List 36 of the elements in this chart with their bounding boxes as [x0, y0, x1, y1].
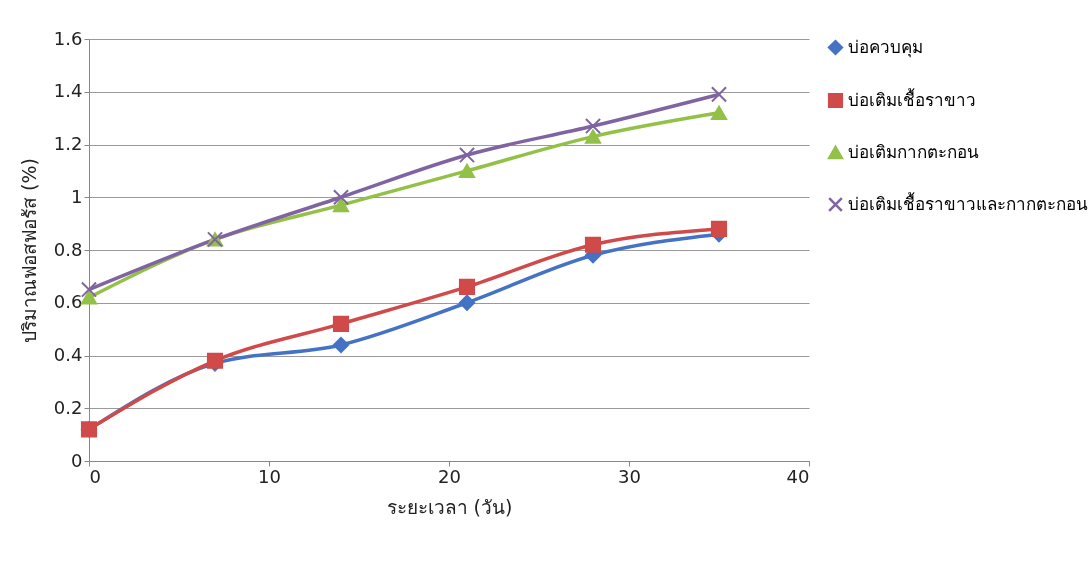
point	[458, 278, 476, 295]
point	[332, 198, 350, 213]
legend-label: บ่อเติมเชื้อราขาว	[848, 87, 976, 110]
y-tick-label: 0.8	[53, 238, 83, 260]
y-tick-label: 1.4	[53, 80, 83, 102]
y-tick-label: 0	[71, 449, 83, 471]
point	[458, 294, 476, 311]
point	[710, 220, 728, 237]
legend-label: บ่อเติมกากตะกอน	[848, 141, 979, 162]
point	[710, 86, 728, 103]
x-tick-label: 20	[438, 465, 461, 487]
y-tick-label: 0.6	[53, 291, 83, 313]
point	[584, 117, 602, 135]
y-tick-label: 1	[71, 185, 83, 207]
point	[710, 105, 728, 120]
x-tick-label: 0	[89, 465, 101, 487]
x-tick-label: 30	[618, 465, 641, 487]
y-tick-label: 1.2	[53, 133, 83, 154]
x-axis-title: ระยะเวลา (วัน)	[386, 495, 513, 518]
point	[458, 163, 476, 178]
x-tick-label: 40	[786, 465, 810, 487]
point	[332, 336, 350, 354]
y-axis-title: ปริมาณฟอสฟอรัส (%)	[17, 158, 40, 343]
point	[332, 189, 350, 206]
point	[584, 129, 602, 144]
y-tick-label: 0.2	[53, 396, 83, 418]
legend-label: บ่อเติมเชื้อราขาวและกากตะกอน	[848, 191, 1088, 214]
point	[458, 146, 476, 164]
y-tick-label: 1.6	[53, 27, 83, 49]
point	[332, 315, 350, 332]
legend-label: บ่อควบคุม	[848, 36, 923, 58]
point	[584, 236, 602, 253]
point	[80, 281, 98, 298]
point	[80, 290, 98, 305]
y-tick-label: 0.4	[53, 344, 83, 365]
x-tick-label: 10	[258, 465, 281, 487]
